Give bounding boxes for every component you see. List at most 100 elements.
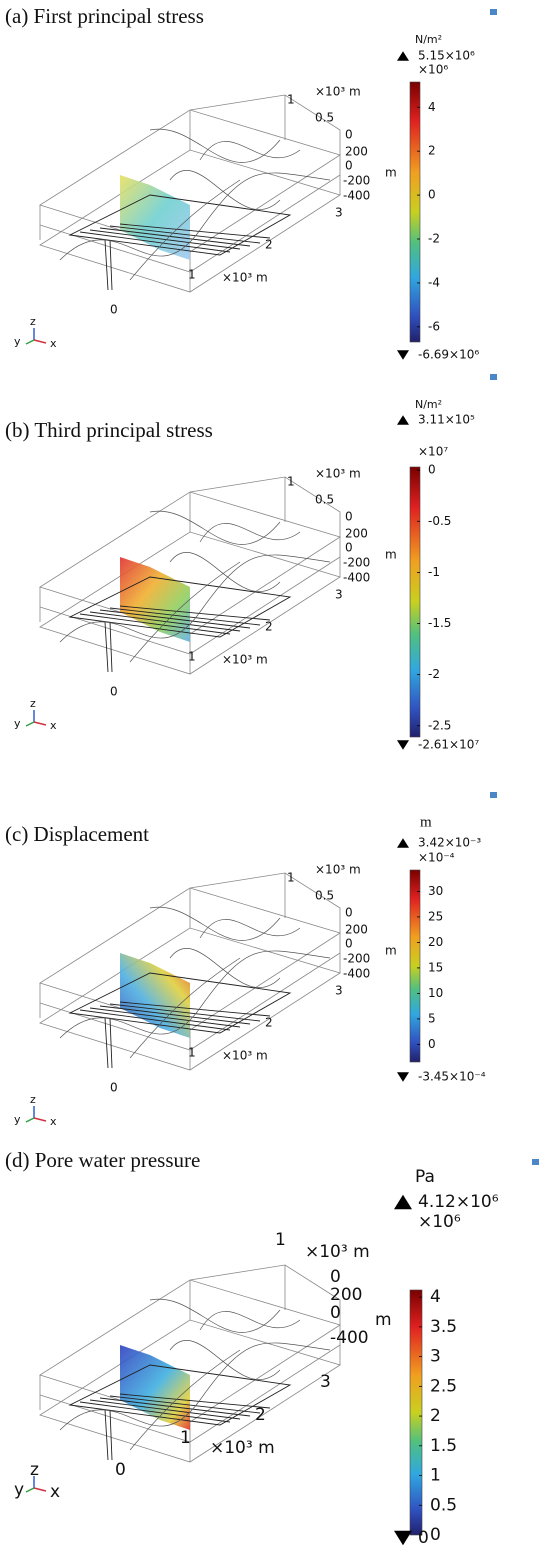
triad-y (26, 722, 34, 726)
colorbar-tick-label: 0 (428, 1037, 436, 1051)
panel: (d) Pore water pressure×10³ m102000-400m… (5, 1148, 539, 1548)
axis-label: 2 (265, 620, 273, 634)
colorbar-tick-label: 0 (428, 463, 436, 477)
min-label: 0 (418, 1528, 429, 1548)
axis-label: 0 (345, 510, 353, 524)
axis-label: 0 (115, 1460, 126, 1480)
axis-label: ×10³ m (222, 1049, 268, 1063)
colorbar-tick-label: 25 (428, 909, 443, 923)
colorbar-tick-label: 10 (428, 986, 443, 1000)
axis-label: 200 (330, 1285, 362, 1305)
triad-label: x (50, 337, 57, 350)
axis-label: 3 (335, 206, 343, 220)
colorbar-tick-label: 2.5 (430, 1376, 457, 1396)
axis-label: 200 (345, 527, 368, 541)
colorbar-tick-label: 3 (430, 1347, 441, 1367)
panel: (b) Third principal stress×10³ m10.50200… (5, 374, 497, 752)
axis-label: -400 (343, 967, 370, 981)
icon (532, 1159, 539, 1165)
multiplier: ×10⁶ (418, 63, 448, 77)
axis-label: 1 (287, 93, 295, 107)
axis-label: 1 (188, 650, 196, 664)
colorbar-tick-label: -4 (428, 275, 440, 289)
unit: N/m² (415, 398, 442, 411)
axis-label: 0 (345, 541, 353, 555)
triad-label: x (50, 1482, 60, 1502)
panel-title: (b) Third principal stress (5, 418, 213, 442)
axis-label: 0 (345, 906, 353, 920)
triad-x (34, 1118, 46, 1121)
max-marker (397, 51, 409, 61)
axis-label: ×10³ m (305, 1242, 370, 1262)
axis-label: 200 (345, 923, 368, 937)
axis-label: 2 (265, 1016, 273, 1030)
min-label: -6.69×10⁶ (418, 348, 479, 362)
axis-label: 1 (180, 1428, 191, 1448)
colorbar-tick-label: 3.5 (430, 1317, 457, 1337)
icon (490, 9, 497, 15)
axis-label: 0.5 (315, 111, 334, 125)
min-marker (394, 1531, 412, 1545)
axis-label: m (385, 944, 397, 958)
axis-label: -200 (343, 556, 370, 570)
triad-label: z (30, 1093, 36, 1106)
max-label: 4.12×10⁶ (418, 1192, 499, 1212)
colorbar-tick-label: 4 (428, 100, 436, 114)
axis-label: 0 (345, 159, 353, 173)
panel: (c) Displacement×10³ m10.502000-200-400m… (5, 792, 497, 1128)
axis-label: 0.5 (315, 493, 334, 507)
triad-label: y (14, 1113, 21, 1126)
min-marker (397, 1072, 409, 1082)
max-label: 5.15×10⁶ (418, 49, 475, 63)
unit: m (420, 814, 432, 830)
colorbar-tick-label: -2.5 (428, 718, 451, 732)
triad-label: y (14, 335, 21, 348)
unit: Pa (415, 1167, 435, 1187)
icon (490, 792, 497, 798)
colorbar-tick-label: 0.5 (430, 1495, 457, 1515)
panel-title: (d) Pore water pressure (5, 1148, 200, 1172)
axis-label: -400 (343, 571, 370, 585)
max-marker (397, 838, 409, 848)
colorbar-tick-label: 5 (428, 1011, 436, 1025)
axis-label: 0 (330, 1267, 341, 1287)
max-label: 3.11×10⁵ (418, 413, 475, 427)
min-label: -2.61×10⁷ (418, 738, 479, 752)
axis-label: ×10³ m (222, 653, 268, 667)
axis-label: 3 (335, 984, 343, 998)
multiplier: ×10⁶ (418, 1212, 461, 1232)
min-marker (397, 740, 409, 750)
axis-label: ×10³ m (315, 467, 361, 481)
panel: (a) First principal stress×10³ m10.50200… (5, 4, 497, 362)
axis-label: -200 (343, 952, 370, 966)
multiplier: ×10⁻⁴ (418, 851, 455, 865)
axis-label: 0 (110, 1081, 118, 1095)
axis-label: ×10³ m (315, 863, 361, 877)
axis-label: 2 (255, 1405, 266, 1425)
unit: N/m² (415, 33, 442, 46)
axis-label: m (375, 1310, 392, 1330)
axis-label: 3 (335, 588, 343, 602)
colorbar-tick-label: -1.5 (428, 616, 451, 630)
triad-y (26, 1118, 34, 1122)
axis-label: 0.5 (315, 889, 334, 903)
max-label: 3.42×10⁻³ (418, 836, 481, 850)
colorbar-tick-label: 2 (430, 1406, 441, 1426)
panel-title: (a) First principal stress (5, 4, 204, 28)
max-marker (394, 1195, 412, 1209)
panel-title: (c) Displacement (5, 822, 149, 846)
colorbar-tick-label: 2 (428, 144, 436, 158)
triad-label: y (14, 1480, 24, 1500)
triad-label: x (50, 719, 57, 732)
triad-label: z (30, 1460, 39, 1480)
axis-label: 2 (265, 238, 273, 252)
axis-label: 1 (275, 1230, 286, 1250)
colorbar-tick-label: 4 (430, 1287, 441, 1307)
triad-y (26, 340, 34, 344)
colorbar (410, 870, 420, 1062)
triad-y (26, 1488, 34, 1492)
colorbar-tick-label: -0.5 (428, 514, 451, 528)
axis-label: 0 (345, 937, 353, 951)
wireframe (40, 873, 340, 1070)
min-label: -3.45×10⁻⁴ (418, 1070, 486, 1084)
